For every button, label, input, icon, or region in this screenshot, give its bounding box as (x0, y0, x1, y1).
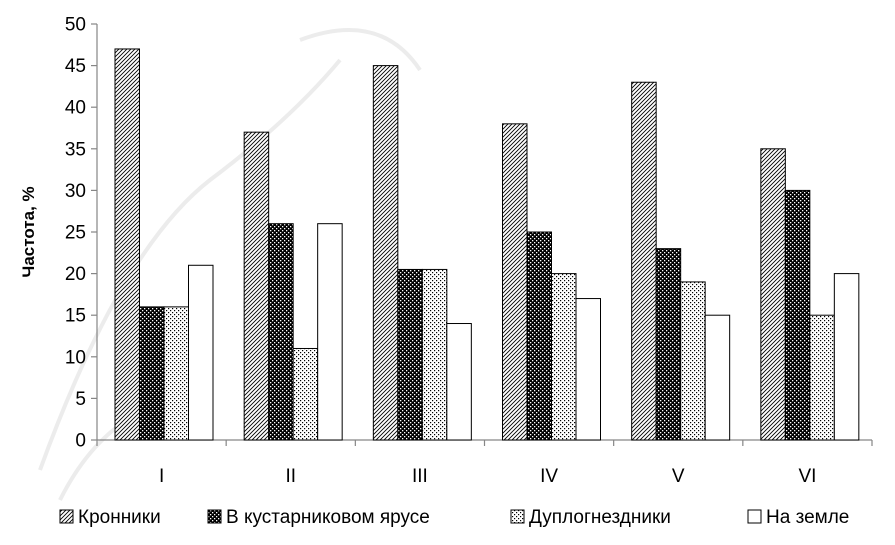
bar-3-IV (551, 273, 577, 441)
bar-4-I (188, 264, 214, 441)
legend-swatch (59, 509, 74, 524)
y-tick-label: 10 (65, 347, 86, 368)
y-tick-label: 5 (75, 389, 86, 410)
y-tick-label: 20 (65, 264, 86, 285)
bar-1-IV (502, 123, 528, 441)
bar-2-II (268, 223, 294, 441)
y-tick-label: 40 (65, 98, 86, 119)
legend-label: Кронники (78, 507, 161, 528)
bar-2-I (139, 306, 165, 441)
x-tick-label: III (412, 466, 428, 487)
y-tick-label: 45 (65, 56, 86, 77)
bar-3-I (163, 306, 189, 441)
y-axis-label: Частота, % (19, 186, 38, 277)
x-tick-label: I (159, 466, 164, 487)
y-tick-label: 0 (75, 431, 86, 452)
legend-swatch (510, 509, 525, 524)
y-tick-label: 15 (65, 306, 86, 327)
x-tick-label: II (285, 466, 296, 487)
legend-label: На земле (766, 507, 849, 528)
bar-4-III (446, 323, 472, 441)
legend: Кронники В кустарниковом ярусе Дуплогнездн… (59, 507, 849, 528)
bar-3-III (421, 268, 448, 441)
y-tick-label: 50 (65, 15, 86, 36)
bars (114, 48, 860, 441)
bar-4-IV (575, 298, 601, 441)
y-axis: 0 5 10 15 20 25 30 35 40 45 50 (65, 15, 98, 452)
legend-label: Дуплогнездники (529, 507, 671, 528)
bar-3-V (680, 281, 706, 441)
bar-2-V (655, 248, 682, 441)
bar-3-VI (809, 314, 835, 441)
bar-4-V (704, 314, 731, 441)
legend-swatch (207, 509, 222, 524)
bar-1-III (372, 65, 399, 441)
bar-2-III (397, 268, 423, 441)
bar-3-II (292, 347, 319, 441)
bar-2-VI (784, 189, 811, 441)
bar-1-V (631, 81, 657, 441)
bar-1-I (114, 48, 140, 441)
bar-4-II (317, 223, 343, 441)
bar-2-IV (526, 231, 552, 441)
y-tick-label: 30 (65, 181, 86, 202)
x-tick-label: V (672, 466, 685, 487)
legend-label: В кустарниковом ярусе (226, 507, 430, 528)
x-axis: I II III IV V VI (96, 439, 873, 487)
legend-swatch (747, 509, 762, 524)
y-tick-label: 35 (65, 139, 86, 160)
bar-4-VI (833, 273, 860, 441)
bar-1-II (243, 131, 270, 441)
y-tick-label: 25 (65, 223, 86, 244)
x-tick-label: IV (540, 466, 558, 487)
bar-1-VI (760, 148, 786, 441)
x-tick-label: VI (798, 466, 816, 487)
